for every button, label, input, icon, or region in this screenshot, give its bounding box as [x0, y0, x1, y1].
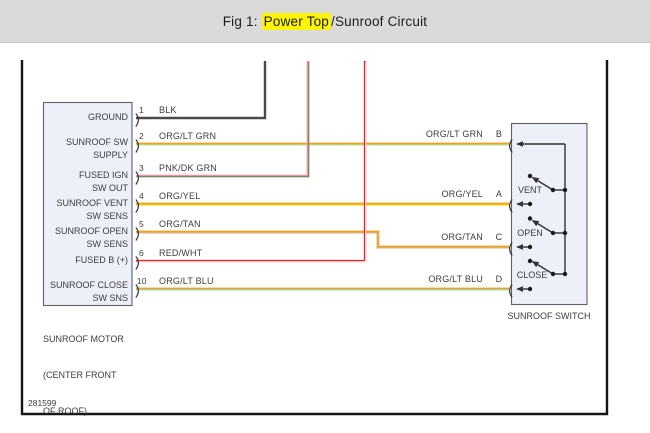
motor-pin2-function-l1: SUNROOF SW: [66, 137, 128, 147]
motor-pin1-function: GROUND: [88, 112, 128, 122]
circuit-diagram: GROUND SUNROOF SW SUPPLY FUSED IGN SW OU…: [0, 42, 650, 433]
motor-pin10-function-l2: SW SNS: [92, 293, 128, 303]
open-switch-lever: [531, 219, 554, 234]
motor-pin3-function-l2: SW OUT: [92, 183, 128, 193]
wire-label-org-yel: ORG/YEL: [159, 191, 201, 201]
wire-pnk-dk-grn-stripe: [136, 61, 310, 178]
motor-title-l3: OF ROOF): [43, 406, 87, 416]
motor-pin3-number: 3: [139, 163, 144, 173]
switch-pin-d-letter: D: [495, 274, 503, 284]
wire-label-org-tan-sw: ORG/TAN: [441, 232, 483, 242]
page-frame: [20, 60, 609, 416]
motor-pin10-number: 10: [137, 276, 147, 286]
wire-label-org-lt-blu-sw: ORG/LT BLU: [428, 274, 483, 284]
motor-pin6-number: 6: [139, 248, 144, 258]
motor-connector-title: SUNROOF MOTOR (CENTER FRONT OF ROOF): [43, 309, 153, 433]
motor-pin5-function-l1: SUNROOF OPEN: [54, 226, 128, 236]
wire-label-red-wht: RED/WHT: [159, 248, 203, 258]
motor-pin2-function-l2: SUPPLY: [93, 150, 128, 160]
motor-title-l1: SUNROOF MOTOR: [43, 334, 124, 344]
motor-pin10-function-l1: SUNROOF CLOSE: [49, 280, 128, 290]
wire-org-tan-stripe: [136, 232, 509, 249]
wire-blk: [136, 61, 267, 120]
sunroof-switch-box: [510, 122, 588, 306]
switch-pin-sockets: [509, 139, 513, 298]
wire-label-blk: BLK: [159, 105, 177, 115]
switch-pin-b-letter: B: [495, 129, 503, 139]
switch-pin-c-letter: C: [495, 232, 503, 242]
motor-pin4-function-l2: SW SENS: [86, 211, 128, 221]
wire-label-org-lt-grn: ORG/LT GRN: [159, 131, 217, 141]
wire-label-org-lt-grn-sw: ORG/LT GRN: [425, 129, 483, 139]
figure-title-suffix: /Sunroof Circuit: [331, 13, 428, 29]
wire-label-org-yel-sw: ORG/YEL: [441, 189, 483, 199]
diagram-number: 281599: [28, 398, 57, 408]
circuit-svg: [20, 60, 609, 416]
figure-title-prefix: Fig 1:: [222, 13, 262, 29]
figure-title: Fig 1: Power Top/Sunroof Circuit: [222, 12, 428, 30]
wire-label-org-lt-blu: ORG/LT BLU: [159, 276, 214, 286]
close-switch-lever: [531, 260, 554, 275]
switch-connector-title: SUNROOF SWITCH: [507, 311, 591, 321]
motor-pin4-number: 4: [139, 191, 144, 201]
vent-switch-lever: [531, 176, 554, 191]
switch-contact-dots: [527, 173, 568, 292]
wire-red-wht: [136, 61, 367, 263]
motor-pin-sockets: [135, 113, 139, 298]
sunroof-motor-box: [42, 101, 133, 307]
wire-red-wht-stripe: [136, 61, 367, 263]
motor-pin4-function-l1: SUNROOF VENT: [56, 198, 128, 208]
wire-label-pnk-dk-grn: PNK/DK GRN: [159, 163, 218, 173]
switch-position-vent: VENT: [517, 185, 542, 195]
motor-pin6-function: FUSED B (+): [75, 255, 128, 265]
figure-title-bar: Fig 1: Power Top/Sunroof Circuit: [0, 0, 650, 43]
switch-pin-a-letter: A: [495, 189, 503, 199]
wire-pnk-dk-grn: [136, 61, 310, 178]
motor-pin2-number: 2: [139, 131, 144, 141]
wire-label-org-tan: ORG/TAN: [159, 219, 201, 229]
motor-pin5-function-l2: SW SENS: [86, 239, 128, 249]
motor-pin1-number: 1: [139, 105, 144, 115]
figure-title-highlight: Power Top: [261, 12, 331, 30]
motor-pin5-number: 5: [139, 219, 144, 229]
motor-title-l2: (CENTER FRONT: [43, 370, 117, 380]
switch-position-open: OPEN: [517, 228, 543, 238]
switch-position-close: CLOSE: [516, 270, 548, 280]
motor-pin3-function-l1: FUSED IGN: [78, 170, 128, 180]
